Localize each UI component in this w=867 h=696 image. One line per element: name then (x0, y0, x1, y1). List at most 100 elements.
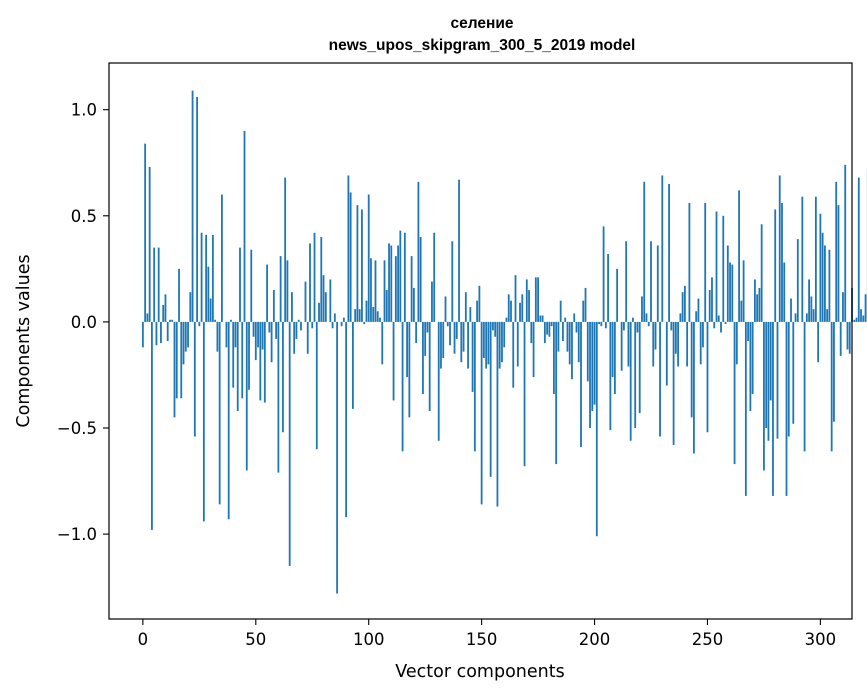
bar-7 (157, 247, 160, 322)
bar-28 (205, 234, 208, 322)
bar-50 (254, 321, 257, 361)
bar-88 (340, 321, 343, 327)
bar-151 (482, 321, 485, 358)
bar-18 (182, 321, 185, 365)
bar-128 (431, 281, 433, 322)
bar-228 (656, 245, 659, 322)
bar-234 (670, 321, 673, 331)
bar-206 (607, 253, 609, 322)
bar-170 (525, 279, 528, 322)
bar-217 (632, 317, 634, 322)
bar-222 (643, 181, 646, 322)
bar-84 (331, 321, 334, 329)
bar-94 (354, 309, 357, 322)
bar-141 (460, 321, 463, 363)
bar-35 (221, 194, 223, 322)
x-tick-label: 300 (805, 630, 837, 649)
bar-247 (699, 321, 702, 365)
bar-237 (677, 321, 680, 367)
bar-255 (717, 315, 720, 322)
bar-29 (207, 266, 210, 322)
bar-133 (442, 321, 445, 358)
bar-121 (415, 321, 418, 344)
bar-97 (361, 209, 363, 322)
bar-12 (169, 319, 171, 322)
bar-198 (589, 321, 591, 429)
x-axis-label: Vector components (395, 662, 564, 682)
bar-108 (385, 290, 388, 322)
bar-37 (225, 321, 228, 348)
bar-319 (862, 315, 865, 322)
bar-53 (261, 321, 264, 350)
bar-279 (772, 321, 774, 496)
bar-254 (715, 211, 718, 322)
bar-240 (683, 285, 686, 322)
bar-119 (410, 256, 413, 322)
bar-275 (763, 321, 765, 471)
bar-207 (609, 321, 612, 431)
bar-320 (864, 294, 867, 322)
bar-63 (284, 177, 287, 322)
bar-209 (613, 321, 616, 395)
bar-310 (842, 292, 844, 322)
bar-24 (196, 96, 198, 322)
bar-116 (403, 232, 406, 322)
bar-202 (598, 321, 600, 325)
bar-79 (320, 237, 323, 322)
x-tick-label: 50 (245, 630, 266, 649)
bar-235 (672, 321, 675, 445)
bar-264 (738, 190, 740, 322)
bar-271 (753, 279, 756, 322)
bar-49 (252, 321, 255, 337)
bar-148 (476, 300, 479, 322)
bar-167 (519, 302, 521, 322)
bar-111 (392, 321, 395, 401)
bar-31 (211, 234, 214, 322)
bar-14 (173, 321, 176, 418)
bar-13 (171, 319, 174, 322)
bar-126 (426, 321, 429, 333)
bar-46 (245, 321, 248, 471)
bar-9 (162, 304, 165, 322)
bar-226 (652, 321, 655, 367)
bar-2 (146, 313, 149, 322)
bar-11 (166, 321, 169, 341)
bar-225 (650, 241, 652, 322)
bar-153 (487, 321, 490, 365)
bar-273 (758, 287, 761, 322)
bar-160 (503, 321, 506, 348)
bar-144 (467, 321, 469, 369)
bar-91 (347, 175, 350, 322)
bar-8 (160, 321, 162, 344)
bar-214 (625, 241, 628, 322)
bar-283 (781, 203, 783, 322)
bar-173 (532, 321, 535, 378)
bar-68 (295, 321, 298, 339)
bar-159 (501, 321, 503, 363)
bar-69 (297, 319, 300, 322)
bar-174 (534, 277, 537, 322)
bar-315 (853, 319, 856, 322)
bar-89 (342, 317, 345, 322)
bar-304 (828, 249, 831, 322)
bar-205 (604, 321, 607, 329)
bar-4 (151, 321, 153, 530)
y-tick-label: 1.0 (71, 101, 97, 120)
bar-191 (573, 313, 576, 322)
bar-39 (230, 319, 232, 322)
bar-98 (363, 321, 366, 325)
bar-284 (783, 262, 786, 322)
bar-10 (164, 294, 167, 322)
bar-43 (239, 247, 241, 322)
bar-195 (582, 300, 585, 322)
bar-300 (819, 213, 822, 322)
bar-83 (329, 279, 332, 322)
bar-212 (620, 321, 623, 371)
bar-268 (747, 321, 750, 341)
bar-127 (428, 321, 431, 412)
bar-112 (394, 256, 397, 322)
bar-145 (469, 307, 472, 322)
bar-308 (837, 205, 840, 322)
bar-3 (148, 166, 151, 322)
bar-289 (794, 313, 797, 322)
